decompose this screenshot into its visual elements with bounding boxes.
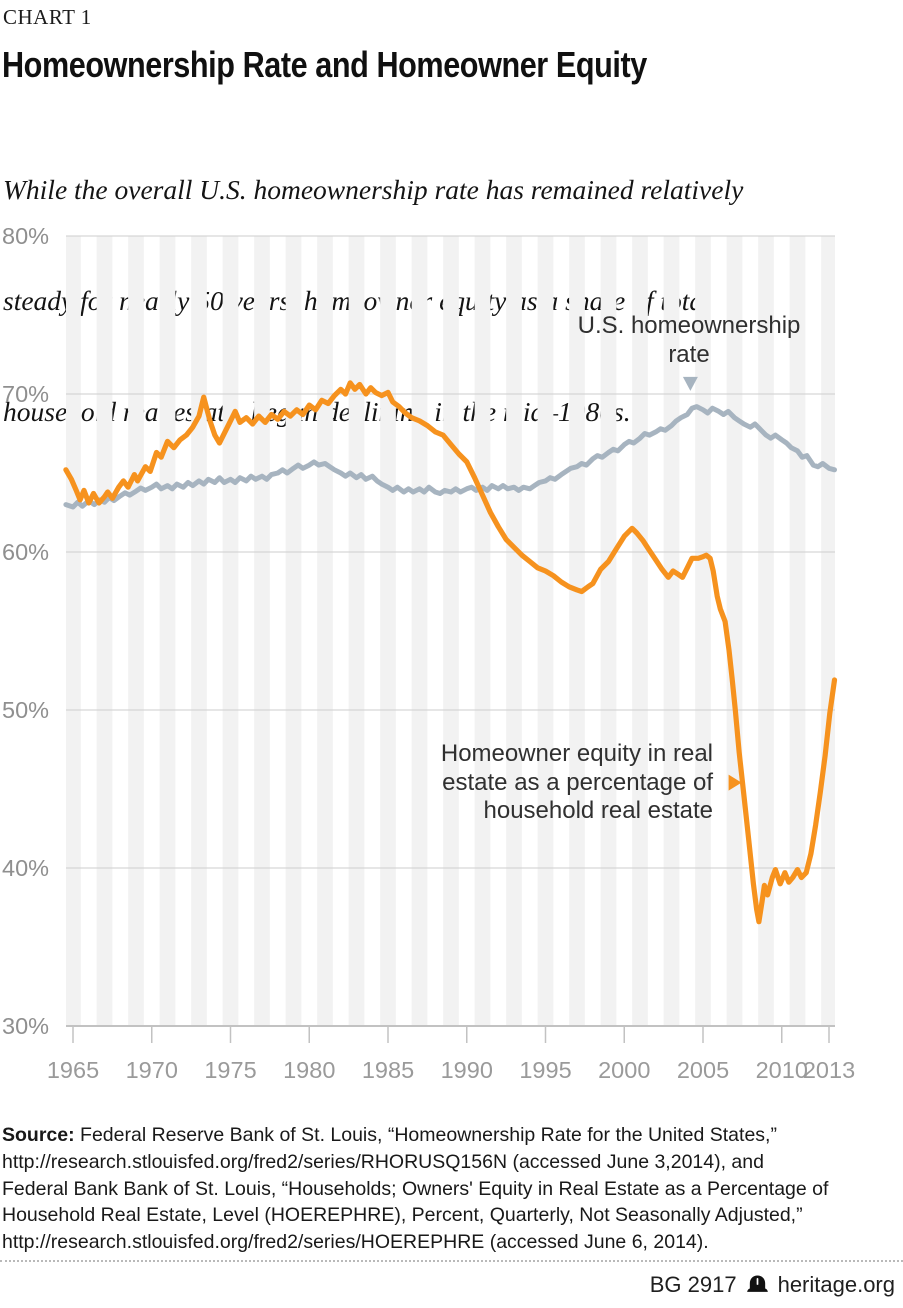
x-tick-label: 2010 [756, 1057, 808, 1083]
x-tick-label: 1965 [47, 1057, 99, 1083]
background-year-stripe [191, 236, 207, 1026]
background-year-stripe [695, 236, 711, 1026]
source-line: http://research.stlouisfed.org/fred2/ser… [2, 1150, 764, 1173]
y-tick-label: 60% [2, 539, 49, 565]
triangle-down-icon [682, 376, 698, 391]
x-tick-label: 1990 [441, 1057, 493, 1083]
y-tick-label: 80% [2, 223, 49, 249]
footer: BG 2917 heritage.org [650, 1270, 895, 1300]
background-year-stripe [443, 236, 459, 1026]
background-year-stripe [726, 236, 743, 1026]
y-tick-label: 50% [2, 697, 49, 723]
annotation-line: Homeowner equity in real [440, 740, 713, 767]
x-tick-label: 2000 [598, 1057, 650, 1083]
background-year-stripe [600, 236, 617, 1026]
annotation-line: U.S. homeownership [577, 312, 801, 339]
background-year-stripe [380, 236, 396, 1026]
source-line: http://research.stlouisfed.org/fred2/ser… [2, 1231, 709, 1254]
x-tick-label: 1980 [283, 1057, 335, 1083]
site-link[interactable]: heritage.org [777, 1272, 895, 1297]
background-year-stripe [663, 236, 680, 1026]
background-year-stripe [411, 236, 428, 1026]
source-label: Source: [2, 1124, 75, 1146]
background-year-stripe [569, 236, 585, 1026]
background-year-stripe [821, 236, 835, 1026]
background-year-stripe [96, 236, 113, 1026]
x-tick-label: 1970 [126, 1057, 178, 1083]
source-line: Federal Bank Bank of St. Louis, “Househo… [2, 1177, 829, 1200]
background-year-stripe [348, 236, 365, 1026]
y-tick-label: 70% [2, 381, 49, 407]
x-tick-label: 2005 [677, 1057, 729, 1083]
annotation-line: household real estate [483, 797, 714, 824]
heritage-bell-icon [746, 1275, 768, 1292]
background-year-stripe [537, 236, 554, 1026]
x-tick-label: 1975 [204, 1057, 256, 1083]
series-line-homeowner-equity [63, 380, 838, 925]
background-year-stripe [254, 236, 270, 1026]
triangle-right-icon [728, 774, 742, 791]
x-tick-label: 2013 [803, 1057, 855, 1083]
subtitle-line: While the overall U.S. homeownership rat… [3, 174, 744, 205]
background-year-stripe [317, 236, 333, 1026]
annotation-line: estate as a percentage of [442, 768, 713, 796]
source-line: Household Real Estate, Level (HOEREPHRE)… [2, 1204, 803, 1227]
series-line-homeownership-rate [63, 404, 837, 510]
background-year-stripe [474, 236, 491, 1026]
source-line: Source: Federal Reserve Bank of St. Loui… [2, 1124, 777, 1146]
page-title: Homeownership Rate and Homeowner Equity [2, 44, 647, 85]
y-tick-label: 40% [2, 855, 49, 881]
footer-divider [0, 1260, 903, 1262]
x-tick-label: 1985 [362, 1057, 414, 1083]
background-year-stripe [789, 236, 806, 1026]
annotation-homeownership-rate: U.S. homeownership rate [564, 312, 814, 369]
source-note: Source: Federal Reserve Bank of St. Loui… [2, 1122, 882, 1256]
background-year-stripe [506, 236, 522, 1026]
y-tick-label: 30% [2, 1013, 49, 1039]
chart-number-label: CHART 1 [3, 5, 92, 29]
report-id: BG 2917 [649, 1272, 737, 1297]
background-year-stripe [66, 236, 81, 1026]
background-year-stripe [285, 236, 302, 1026]
background-year-stripe [222, 236, 239, 1026]
annotation-line: rate [668, 340, 710, 368]
annotation-homeowner-equity: Homeowner equity in real estate as a per… [363, 740, 713, 826]
background-year-stripe [128, 236, 144, 1026]
x-tick-label: 1995 [519, 1057, 571, 1083]
background-year-stripe [159, 236, 176, 1026]
